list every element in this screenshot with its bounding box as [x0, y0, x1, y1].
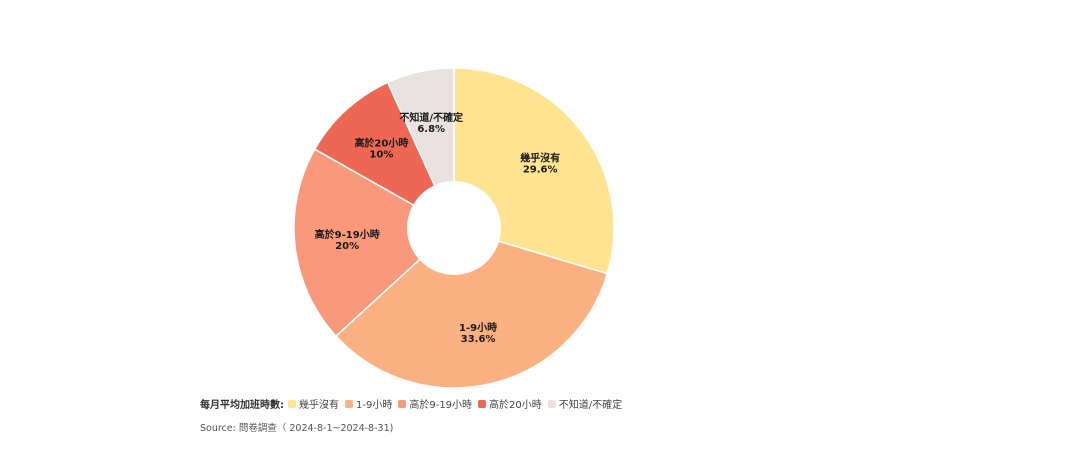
legend-item-3[interactable]: 高於20小時	[478, 396, 542, 411]
legend-swatch-1	[345, 399, 353, 408]
legend-label-4: 不知道/不確定	[558, 400, 623, 411]
legend-title: 每月平均加班時數:	[200, 400, 284, 411]
source-note: Source: 問卷調查（ 2024-8-1~2024-8-31)	[200, 423, 394, 434]
slice-2[interactable]	[293, 148, 456, 338]
legend-label-3: 高於20小時	[489, 400, 542, 411]
slice-1[interactable]	[334, 227, 609, 389]
slice-category-0: 幾乎沒有	[520, 152, 560, 165]
slice-value-0: 29.6%	[523, 165, 558, 176]
legend-item-1[interactable]: 1-9小時	[345, 396, 392, 411]
slice-labels: 幾乎沒有 29.6%1-9小時 33.6%高於9-19小時 20%高於20小時 10%不…	[315, 111, 561, 345]
slice-category-2: 高於9-19小時	[315, 228, 380, 241]
legend-item-0[interactable]: 幾乎沒有	[288, 396, 339, 411]
slice-value-4: 6.8%	[417, 124, 445, 135]
slice-label-3: 高於20小時 10%	[354, 137, 408, 161]
legend-item-4[interactable]: 不知道/不確定	[547, 396, 623, 411]
legend-swatch-2	[398, 399, 407, 408]
slice-value-2: 20%	[335, 241, 359, 252]
legend-items: 幾乎沒有 1-9小時 高於9-19小時 高於20小時 不知道/不確定	[288, 396, 628, 411]
legend-swatch-0	[288, 399, 296, 408]
legend-swatch-4	[547, 399, 556, 408]
donut-hole	[407, 181, 501, 275]
legend-swatch-3	[478, 399, 487, 408]
slice-label-4: 不知道/不確定 6.8%	[399, 111, 463, 135]
slice-category-1: 1-9小時	[459, 321, 497, 334]
slice-label-1: 1-9小時 33.6%	[459, 321, 497, 345]
slice-3[interactable]	[313, 81, 456, 230]
slice-category-4: 不知道/不確定	[399, 111, 463, 124]
slice-label-0: 幾乎沒有 29.6%	[520, 152, 560, 176]
legend: 每月平均加班時數: 幾乎沒有 1-9小時 高於9-19小時 高於20小時 不知道/不確定	[200, 396, 628, 411]
slice-value-3: 10%	[369, 150, 393, 161]
slice-label-2: 高於9-19小時 20%	[315, 228, 380, 252]
legend-item-2[interactable]: 高於9-19小時	[398, 396, 472, 411]
legend-label-0: 幾乎沒有	[299, 400, 339, 411]
slice-category-3: 高於20小時	[354, 137, 408, 150]
slice-value-1: 33.6%	[461, 334, 496, 345]
legend-label-1: 1-9小時	[356, 400, 393, 411]
legend-label-2: 高於9-19小時	[409, 400, 473, 411]
